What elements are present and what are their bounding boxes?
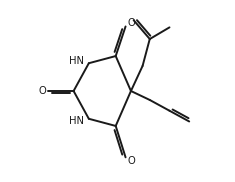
- Text: O: O: [127, 18, 135, 28]
- Text: HN: HN: [69, 116, 84, 126]
- Text: O: O: [39, 86, 47, 96]
- Text: O: O: [127, 156, 135, 166]
- Text: HN: HN: [69, 56, 84, 66]
